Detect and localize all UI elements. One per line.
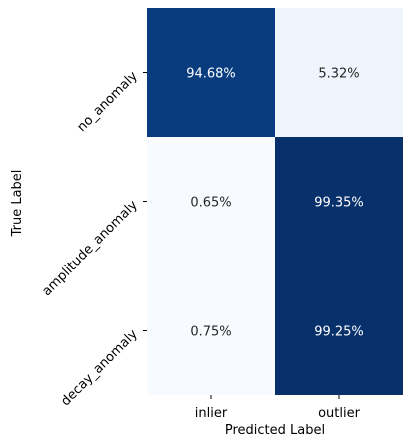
heatmap-cell-0-1 [275,8,403,137]
cell-value-label-2-1: 99.25% [314,325,364,340]
cell-value-label-1-1: 99.35% [314,196,364,211]
heatmap-cell-0-0 [147,8,275,137]
cell-value-label-1-0: 0.65% [190,196,231,211]
heatmap-cell-2-1 [275,266,403,395]
heatmap-cell-2-0 [147,266,275,395]
x-tick-label-outlier: outlier [318,406,361,421]
heatmap-cell-1-0 [147,137,275,266]
y-tick-label-no_anomaly: no_anomaly [75,69,142,136]
heatmap-cells: 94.68% 5.32% 0.65% 99.35% 0.75% 99.25% [147,8,403,395]
cell-value-label-0-1: 5.32% [318,67,359,82]
x-tick-label-inlier: inlier [195,406,228,421]
y-tick-label-amplitude_anomaly: amplitude_anomaly [40,198,142,300]
y-axis-label: True Label [10,170,25,238]
y-axis: no_anomaly amplitude_anomaly decay_anomaly [40,69,147,410]
x-axis: inlier outlier [195,395,361,421]
y-tick-label-decay_anomaly: decay_anomaly [58,327,141,410]
cell-value-label-2-0: 0.75% [190,325,231,340]
heatmap-cell-1-1 [275,137,403,266]
x-axis-label: Predicted Label [225,423,325,438]
cell-value-label-0-0: 94.68% [186,67,236,82]
